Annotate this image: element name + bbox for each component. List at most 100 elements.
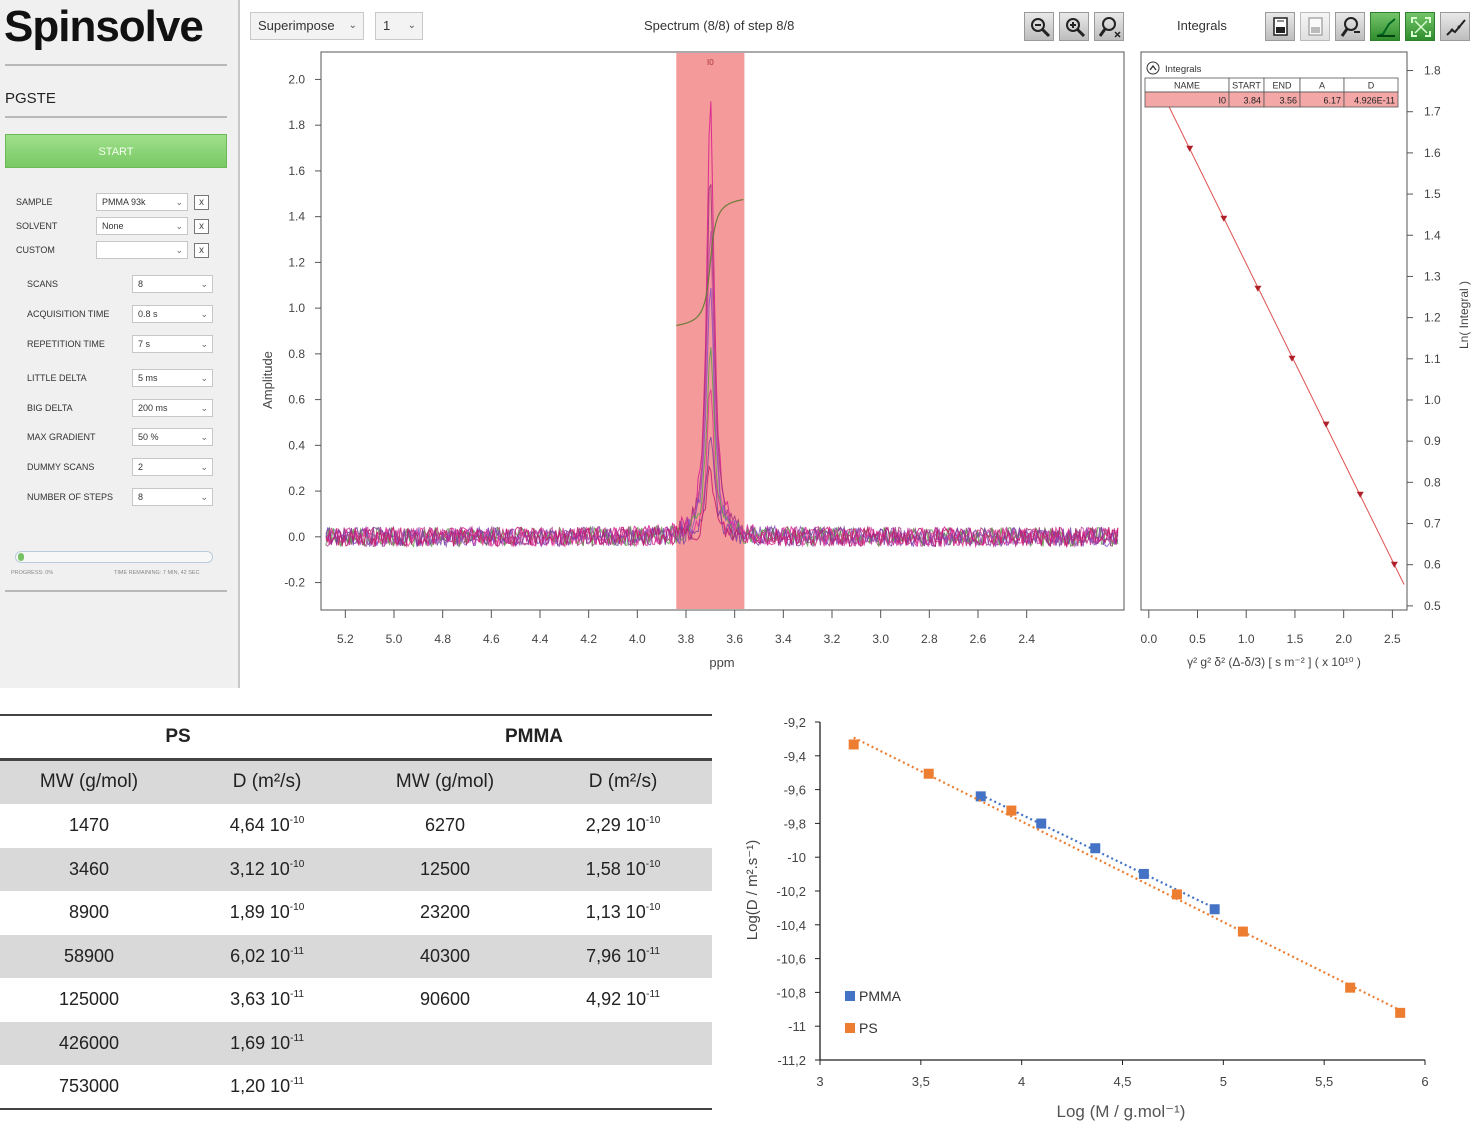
fit-view-icon [1411, 17, 1431, 37]
decay-y-axis-label: Ln( Integral ) [1457, 281, 1471, 349]
x-tick-label: 3.6 [726, 632, 743, 646]
x-tick-label: 5.2 [337, 632, 354, 646]
d-exponent: -10 [645, 815, 661, 827]
data-point [975, 791, 986, 802]
fit-view-button[interactable] [1405, 12, 1435, 41]
y-tick-label: 0.9 [1424, 434, 1441, 448]
data-point [1006, 805, 1017, 816]
logo-text: Spinsolve [4, 2, 204, 51]
x-tick-label: 4.0 [629, 632, 646, 646]
table-cell: 6,02 10-11 [178, 934, 356, 978]
table-row: 426000 1,69 10-11 [0, 1021, 712, 1065]
zoom-out-button[interactable] [1024, 12, 1054, 41]
table-cell: 4,64 10-10 [178, 804, 356, 848]
little-delta-select[interactable]: 5 ms ⌄ [132, 369, 213, 387]
x-tick-label: 3.2 [824, 632, 841, 646]
dummy-scans-select[interactable]: 2 ⌄ [132, 458, 213, 476]
table-cell: 1,58 10-10 [534, 847, 712, 891]
table-cell: 1,20 10-11 [178, 1065, 356, 1109]
data-point [1036, 818, 1047, 829]
integral-region-label: I0 [707, 58, 714, 67]
y-tick-label: -10,8 [776, 985, 806, 1000]
solvent-select[interactable]: None ⌄ [96, 217, 188, 235]
clear-sample-button[interactable]: x [194, 195, 209, 210]
chevron-down-icon: ⌄ [200, 403, 208, 413]
progress-fill [18, 553, 24, 561]
step-value: 1 [383, 18, 391, 33]
table-cell: 3,12 10-10 [178, 847, 356, 891]
y-tick-label: 2.0 [288, 72, 305, 86]
x-tick-label: 2.8 [921, 632, 938, 646]
save-data-button[interactable] [1265, 12, 1295, 41]
zoom-in-button[interactable] [1059, 12, 1089, 41]
y-tick-label: 1.8 [1424, 64, 1441, 78]
zoom-reset-icon [1099, 17, 1121, 38]
integrate-button[interactable] [1370, 12, 1400, 41]
table-cell: 1,69 10-11 [178, 1021, 356, 1065]
x-tick-label: 0.5 [1189, 632, 1206, 646]
decay-chart[interactable]: 1.8 1.7 1.6 1.5 1.4 1.3 1.2 1.1 1.0 0.9 0.8 0.7 0.6 0… [1135, 50, 1480, 680]
table-cell: 3,63 10-11 [178, 978, 356, 1022]
legend-label: PMMA [859, 988, 902, 1004]
x-tick-label: 0.0 [1140, 632, 1157, 646]
little-delta-value: 5 ms [138, 373, 158, 383]
table-cell: 1,89 10-10 [178, 891, 356, 935]
d-mantissa: 1,69 10 [230, 1032, 291, 1053]
d-mantissa: 6,02 10 [230, 945, 291, 966]
acquisition-time-select[interactable]: 0.8 s ⌄ [132, 305, 213, 323]
y-tick-label: 0.5 [1424, 599, 1441, 613]
method-name: PGSTE [5, 90, 56, 107]
y-tick-label: -10 [787, 850, 806, 865]
loglog-y-axis-label: Log(D / m².s⁻¹) [744, 840, 761, 940]
x-tick-label: 1.5 [1287, 632, 1304, 646]
x-tick-label: 1.0 [1238, 632, 1255, 646]
scans-value: 8 [138, 279, 144, 289]
d-mantissa: 4,92 10 [586, 989, 647, 1010]
spectrum-trace [325, 464, 1119, 548]
find-button[interactable] [1335, 12, 1365, 41]
fit-curve-button[interactable] [1440, 12, 1470, 41]
acquisition-time-value: 0.8 s [138, 309, 158, 319]
export-button[interactable] [1300, 12, 1330, 41]
clear-solvent-button[interactable]: x [194, 219, 209, 234]
table-cell: 12500 [356, 847, 534, 891]
x-tick-label: 3.4 [775, 632, 792, 646]
custom-select[interactable]: ⌄ [96, 241, 188, 259]
sample-select[interactable]: PMMA 93k ⌄ [96, 193, 188, 211]
table-cell: 23200 [419, 902, 471, 923]
chevron-down-icon: ⌄ [200, 373, 208, 383]
y-tick-label: -9,4 [784, 749, 806, 764]
max-gradient-select[interactable]: 50 % ⌄ [132, 428, 213, 446]
y-tick-label: -10,4 [776, 918, 806, 933]
x-tick-label: 2.5 [1384, 632, 1401, 646]
repetition-time-select[interactable]: 7 s ⌄ [132, 335, 213, 353]
x-tick-label: 5,5 [1315, 1074, 1333, 1089]
table-cell: 753000 [58, 1075, 120, 1096]
table-cell: 4,92 10-11 [534, 978, 712, 1022]
data-point [1356, 491, 1364, 498]
collapse-icon [1146, 61, 1160, 75]
d-exponent: -11 [646, 989, 660, 1001]
step-select[interactable]: 1 ⌄ [375, 12, 423, 40]
data-point [1322, 421, 1330, 428]
start-button[interactable]: START [5, 134, 227, 168]
integrals-header-label: D [1368, 81, 1375, 91]
view-mode-select[interactable]: Superimpose ⌄ [250, 12, 364, 40]
progress-label: PROGRESS: 0% [11, 570, 54, 576]
d-exponent: -11 [290, 1032, 304, 1044]
spectrum-chart[interactable]: I0 2.0 1.8 1.6 1.4 1.2 1.0 0.8 0.6 0.4 0.2 0.0 -0.2 5… [250, 50, 1130, 680]
y-tick-label: 0.2 [288, 484, 305, 498]
table-row: 58900 6,02 10-11 40300 7,96 10-11 [0, 934, 712, 978]
x-tick-label: 4.8 [434, 632, 451, 646]
d-exponent: -10 [289, 858, 305, 870]
number-of-steps-select[interactable]: 8 ⌄ [132, 488, 213, 506]
zoom-reset-button[interactable] [1094, 12, 1124, 41]
scans-select[interactable]: 8 ⌄ [132, 275, 213, 293]
table-cell: 8900 [68, 902, 110, 923]
data-point [1186, 145, 1194, 152]
little-delta-label: LITTLE DELTA [27, 373, 87, 383]
table-cell: 6270 [424, 815, 466, 836]
big-delta-select[interactable]: 200 ms ⌄ [132, 399, 213, 417]
clear-custom-button[interactable]: x [194, 243, 209, 258]
data-point [1345, 982, 1356, 993]
